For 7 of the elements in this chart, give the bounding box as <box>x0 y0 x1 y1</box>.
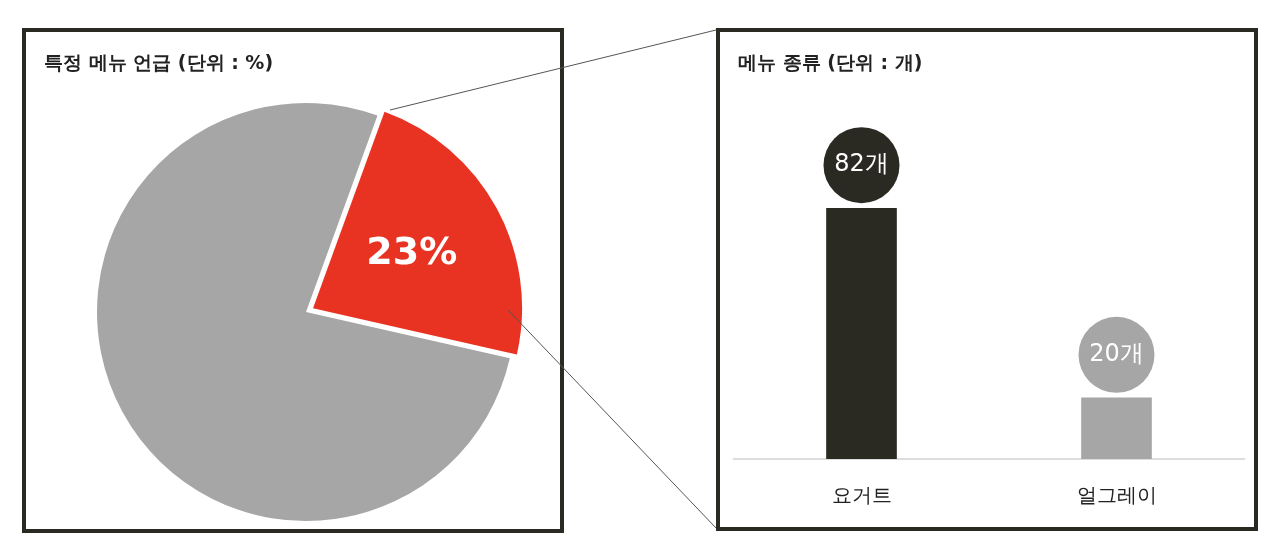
data-label: 82개 <box>834 149 889 178</box>
chart-title: 특정 메뉴 언급 (단위 : %) <box>44 50 274 75</box>
data-label: 20개 <box>1089 339 1144 368</box>
x-tick-label: 요거트 <box>831 483 892 508</box>
data-label: 23% <box>366 229 458 274</box>
x-tick-label: 얼그레이 <box>1076 483 1157 508</box>
chart-title: 메뉴 종류 (단위 : 개) <box>738 50 923 75</box>
